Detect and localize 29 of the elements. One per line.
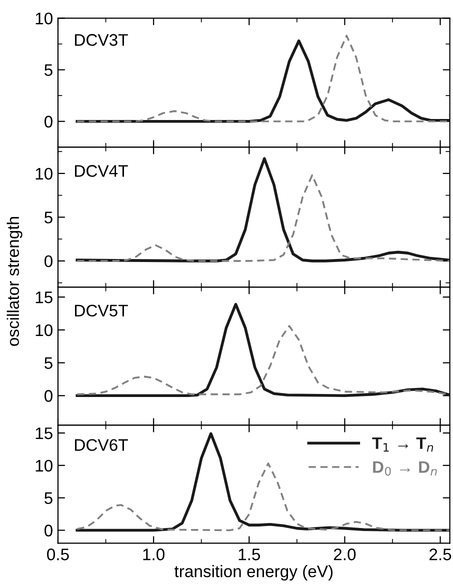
y-tick-label: 10 <box>36 168 52 180</box>
y-tick-label: 5 <box>44 357 52 369</box>
line-series <box>76 302 450 398</box>
y-tick-label: 5 <box>44 492 52 504</box>
line-series <box>76 462 450 532</box>
x-tick-label: 2.0 <box>334 548 356 560</box>
annotation: DCV3T <box>75 34 128 46</box>
y-tick-label: 5 <box>44 64 52 76</box>
legend-label: D$_{0}$ → D$_{n}$ <box>373 461 437 476</box>
x-axis-title: transition energy (eV) <box>174 565 333 581</box>
y-tick-label: 0 <box>44 116 52 128</box>
legend-label: T$_{1}$ → T$_{n}$ <box>372 437 434 452</box>
y-tick-label: 15 <box>36 292 52 304</box>
x-tick-label: 0.5 <box>47 548 69 560</box>
y-tick-label: 5 <box>44 212 52 224</box>
y-tick-label: 0 <box>44 524 52 536</box>
y-tick-label: 0 <box>44 390 52 402</box>
annotation: DCV5T <box>75 304 128 317</box>
y-tick-label: 10 <box>36 460 52 472</box>
y-tick-label: 15 <box>36 428 52 440</box>
x-tick-label: 1.5 <box>238 548 260 560</box>
y-tick-label: 0 <box>44 255 52 268</box>
y-tick-label: 10 <box>36 324 52 336</box>
x-tick-label: 2.5 <box>430 548 452 560</box>
annotation: DCV4T <box>75 165 128 177</box>
y-axis-title: oscillator strength <box>6 217 22 346</box>
annotation: DCV6T <box>75 439 128 451</box>
x-tick-label: 1.0 <box>143 548 164 560</box>
y-tick-label: 10 <box>36 12 52 24</box>
